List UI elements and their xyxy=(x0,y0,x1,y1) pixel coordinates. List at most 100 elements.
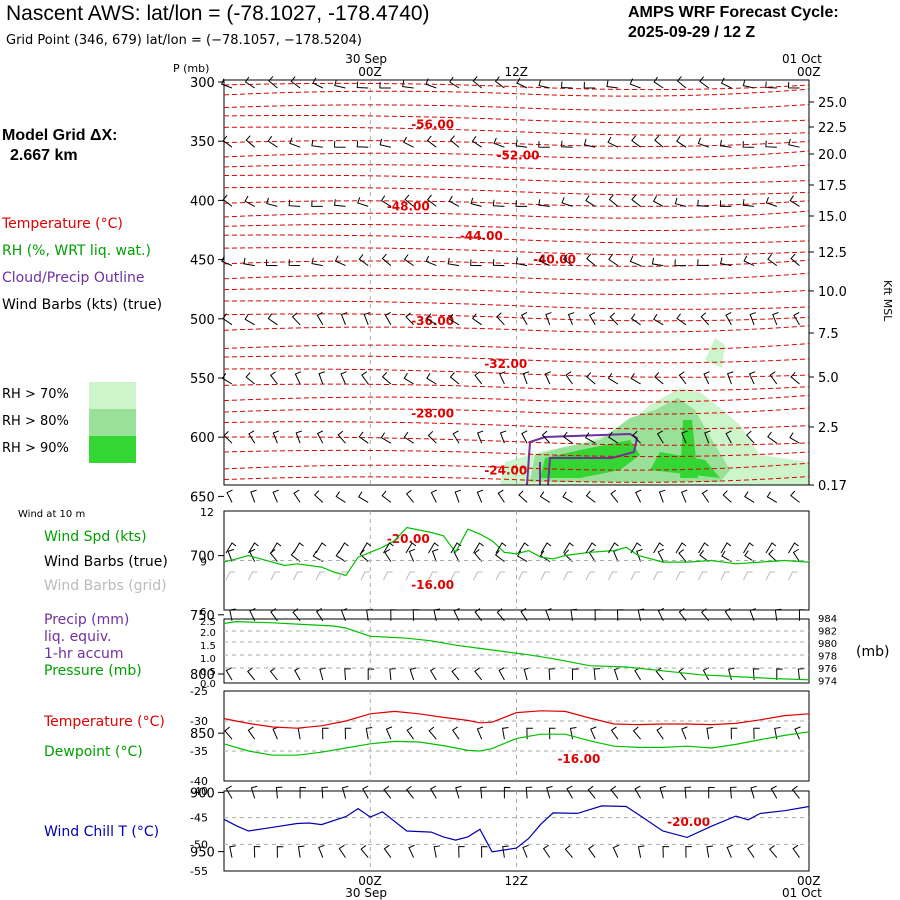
wind-barb-10m xyxy=(293,542,304,554)
wind-barb xyxy=(607,136,619,148)
wind-barb xyxy=(337,430,346,444)
isotherm-line xyxy=(223,300,810,310)
wind-barb xyxy=(334,79,346,89)
model-grid-value: 2.667 km xyxy=(10,147,78,164)
wind-barb-grid xyxy=(405,571,415,581)
wind-barb xyxy=(590,726,597,740)
wind-barb xyxy=(564,845,573,858)
isotherm-line xyxy=(223,343,810,351)
pressure-tick-right: 980 xyxy=(818,639,837,650)
wind-barb xyxy=(496,312,505,326)
wind-barb xyxy=(497,489,505,503)
wind-barb xyxy=(408,844,415,858)
wind-barb-10m xyxy=(495,542,507,554)
wind-barb-10m xyxy=(563,542,574,554)
wind-barb xyxy=(360,845,369,858)
wind-barb xyxy=(476,489,484,503)
rh70-swatch xyxy=(89,382,136,409)
wind-barb xyxy=(313,490,324,503)
wind-barb xyxy=(635,489,642,503)
wind-barb xyxy=(674,197,687,207)
wind-barb xyxy=(340,312,348,325)
wind-barb xyxy=(403,136,414,148)
wind-barbs-true-label: Wind Barbs (true) xyxy=(44,554,168,570)
isotherm-line xyxy=(223,114,810,124)
wind-barb-grid xyxy=(473,571,483,581)
wind-barb xyxy=(367,668,375,681)
wind-barb xyxy=(742,141,755,148)
wind-barb xyxy=(290,76,301,89)
wind-barb xyxy=(634,785,642,799)
wind-barb xyxy=(293,489,301,503)
wind-barb xyxy=(431,548,439,562)
wind-barb xyxy=(359,549,369,562)
wind-barb xyxy=(608,194,619,207)
temp-ytick: -30 xyxy=(190,715,208,728)
bottom-day-label: 30 Sep xyxy=(345,886,387,900)
dewpoint-label: Dewpoint (°C) xyxy=(44,744,143,760)
wind-barb xyxy=(299,786,307,799)
isotherm-line xyxy=(223,407,810,415)
precip-tick: 1.5 xyxy=(200,641,216,652)
wind-barb-10m xyxy=(720,542,732,554)
temp-label: Temperature (°C) xyxy=(44,714,165,730)
wind-barb xyxy=(722,490,732,503)
wind-barb xyxy=(630,373,641,385)
wind-barb xyxy=(455,785,462,799)
accum-label: 1-hr accum xyxy=(44,646,124,662)
wind-barb xyxy=(608,431,619,444)
wind-barb xyxy=(501,727,509,740)
wind-barb xyxy=(560,81,573,89)
wind-barb xyxy=(538,199,550,207)
wind-barb xyxy=(684,786,692,799)
wind-barb xyxy=(656,430,664,444)
wind-barb xyxy=(769,371,778,385)
isotherm-line xyxy=(223,103,810,111)
wind-barb xyxy=(548,668,556,681)
forecast-cycle: AMPS WRF Forecast Cycle: 2025-09-29 / 12… xyxy=(628,3,839,43)
isotherm-line xyxy=(223,287,810,296)
wind-barb xyxy=(476,430,484,444)
wind-barb xyxy=(632,726,641,740)
wind-barb-grid xyxy=(225,571,235,581)
wind-barb-10m xyxy=(765,542,777,554)
wind-barb xyxy=(791,785,800,799)
wind-barb xyxy=(562,431,573,444)
wind-barb xyxy=(365,726,373,740)
wind-barb xyxy=(515,139,528,148)
wind-barb xyxy=(653,313,664,326)
height-tick-label: 10.0 xyxy=(818,285,847,300)
wind-barb xyxy=(403,372,414,385)
wind-barb-grid xyxy=(563,571,573,581)
wind-barb xyxy=(632,430,641,444)
pressure-tick-label: 600 xyxy=(190,431,215,446)
wind-barb xyxy=(655,667,664,681)
wind-barb xyxy=(608,254,619,267)
wind-barb-grid xyxy=(675,571,685,581)
isotherm-label: -16.00 xyxy=(411,578,454,592)
isotherm-label: -44.00 xyxy=(460,229,503,243)
wind-barb xyxy=(425,255,437,267)
wind-barb xyxy=(563,549,573,562)
wind-barb xyxy=(245,135,256,148)
wind-barb xyxy=(652,195,664,207)
isotherm-line xyxy=(223,394,810,403)
wind-barb xyxy=(790,253,800,266)
wind-barb xyxy=(583,138,596,148)
wind-barb xyxy=(389,668,396,681)
wind-barb xyxy=(697,137,709,148)
isotherm-line xyxy=(223,475,810,483)
wind-barb-grid xyxy=(428,571,438,581)
wind-barb xyxy=(221,255,233,267)
wind-barb xyxy=(659,785,667,799)
wind-barb-grid xyxy=(248,571,258,581)
wind-barb xyxy=(333,141,346,148)
wind-barb xyxy=(221,373,233,385)
rh80-swatch xyxy=(89,409,136,436)
wind-barb xyxy=(294,667,301,681)
wind-barb xyxy=(291,312,301,326)
wind-barb xyxy=(794,726,801,740)
wind-barb xyxy=(244,76,255,89)
wind-barb xyxy=(726,371,734,385)
wind-barb xyxy=(312,550,324,563)
